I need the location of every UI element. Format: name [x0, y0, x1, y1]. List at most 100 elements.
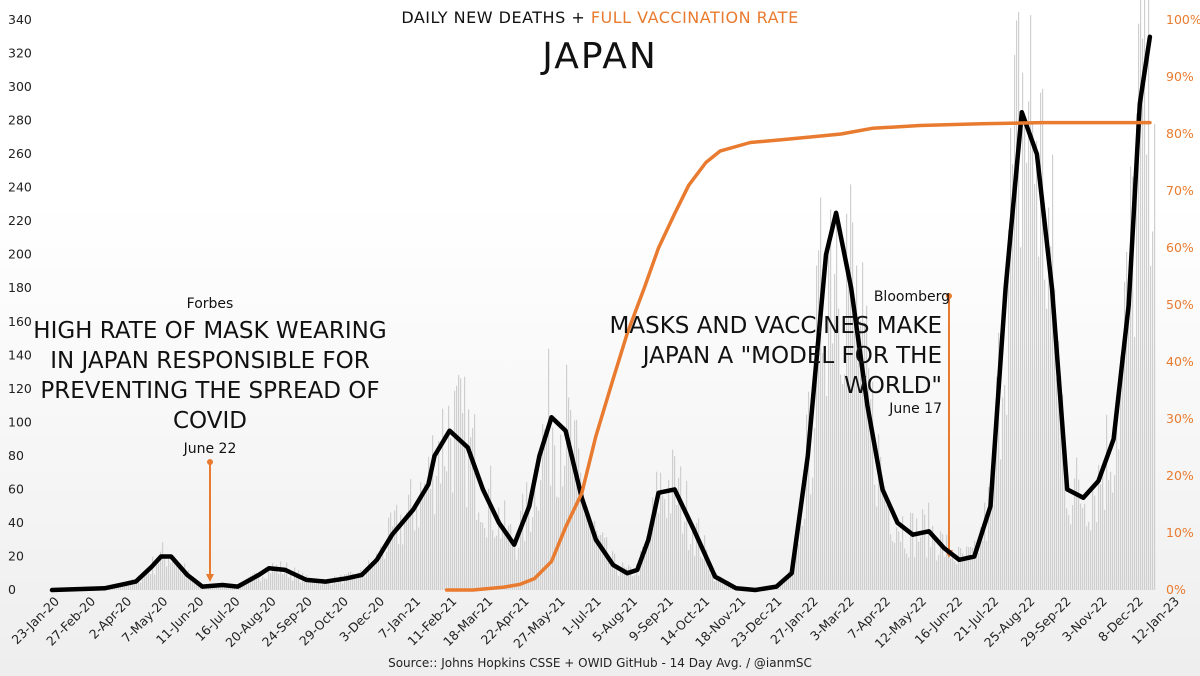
y-right-tick-label: 90% — [1166, 69, 1194, 84]
daily-bar — [454, 390, 456, 590]
daily-bar — [486, 537, 488, 590]
daily-bar — [842, 384, 844, 590]
daily-bar — [162, 542, 164, 590]
daily-bar — [880, 456, 882, 590]
daily-bar — [836, 210, 838, 590]
daily-bar — [1096, 522, 1098, 590]
daily-bar — [252, 574, 254, 590]
daily-bar — [414, 530, 416, 590]
y-left-tick-label: 240 — [8, 180, 32, 195]
daily-bar — [636, 564, 638, 590]
daily-bar — [304, 581, 306, 590]
daily-bar — [934, 539, 936, 590]
daily-bar — [868, 368, 870, 590]
daily-bar — [396, 504, 398, 590]
daily-bar — [1034, 184, 1036, 590]
bloomberg-headline: MASKS AND VACCINES MAKE JAPAN A "MODEL F… — [609, 313, 942, 399]
daily-bar — [688, 550, 690, 590]
daily-bar — [464, 376, 466, 590]
daily-bar — [590, 520, 592, 590]
daily-bar — [1148, 0, 1150, 590]
deaths-line — [49, 34, 1153, 593]
daily-bar — [676, 504, 678, 590]
daily-bar — [924, 514, 926, 590]
daily-bar — [358, 572, 360, 590]
daily-bar — [1136, 113, 1138, 591]
daily-bar — [346, 574, 348, 590]
daily-bar — [1032, 121, 1034, 591]
daily-bar — [366, 571, 368, 590]
daily-bar — [894, 543, 896, 590]
daily-bar — [296, 572, 298, 590]
daily-bar — [164, 555, 166, 590]
daily-bar — [466, 507, 468, 590]
daily-bar — [808, 391, 810, 590]
daily-bar — [280, 561, 282, 590]
daily-bar — [994, 456, 996, 590]
daily-bar — [376, 553, 378, 590]
daily-bar — [362, 575, 364, 590]
y-left-tick-label: 60 — [8, 481, 24, 496]
daily-bar — [324, 579, 326, 590]
daily-bar — [1066, 508, 1068, 590]
daily-bar — [1132, 176, 1134, 591]
daily-bar — [406, 512, 408, 590]
daily-bar — [388, 517, 390, 590]
daily-bar — [712, 567, 714, 590]
daily-bar — [1088, 522, 1090, 590]
daily-bar — [452, 492, 454, 590]
daily-bar — [1102, 473, 1104, 590]
daily-bar — [980, 527, 982, 590]
daily-bar — [344, 574, 346, 590]
daily-bar — [258, 578, 260, 590]
daily-bar — [706, 549, 708, 590]
y-right-tick-label: 40% — [1166, 354, 1194, 369]
daily-bar — [416, 507, 418, 590]
vaccination-line — [444, 120, 1152, 592]
daily-bar — [482, 522, 484, 590]
daily-bar — [1078, 479, 1080, 590]
daily-bar — [708, 569, 710, 590]
daily-bar — [360, 569, 362, 590]
daily-bar — [670, 513, 672, 590]
daily-bar — [182, 573, 184, 590]
daily-bar — [400, 514, 402, 590]
daily-bar — [778, 586, 780, 590]
daily-bar — [432, 435, 434, 590]
daily-bar — [930, 547, 932, 590]
y-left-tick-label: 280 — [8, 113, 32, 128]
daily-bar — [1146, 154, 1148, 590]
daily-bar — [864, 322, 866, 590]
daily-bar — [714, 581, 716, 590]
left-axis-ticks: 0 20 40 60 80 100 120 140 160 180 200 220 240 260 280 3… — [8, 12, 32, 597]
daily-bar — [246, 578, 248, 590]
daily-bar — [1120, 355, 1122, 590]
y-left-tick-label: 0 — [8, 582, 16, 597]
daily-bar — [524, 541, 526, 590]
daily-bar — [966, 546, 968, 590]
daily-bar — [410, 479, 412, 590]
y-right-tick-label: 50% — [1166, 297, 1194, 312]
daily-bar — [468, 409, 470, 590]
daily-bar — [846, 213, 848, 590]
daily-bar — [364, 576, 366, 590]
daily-bar — [552, 427, 554, 590]
daily-bar — [986, 540, 988, 590]
daily-bar — [898, 531, 900, 590]
daily-bar — [150, 574, 152, 590]
daily-bar — [116, 586, 118, 590]
daily-bar — [242, 583, 244, 590]
daily-bar — [138, 575, 140, 590]
daily-bar — [660, 472, 662, 590]
daily-bar — [224, 586, 226, 590]
daily-bar — [1090, 530, 1092, 590]
daily-bar — [210, 586, 212, 590]
daily-bar — [792, 566, 794, 590]
daily-bar — [578, 448, 580, 590]
y-right-tick-label: 60% — [1166, 240, 1194, 255]
daily-bar — [910, 512, 912, 590]
daily-bar — [1070, 524, 1072, 590]
daily-bar — [932, 525, 934, 590]
y-left-tick-label: 120 — [8, 381, 32, 396]
daily-bar — [178, 562, 180, 590]
